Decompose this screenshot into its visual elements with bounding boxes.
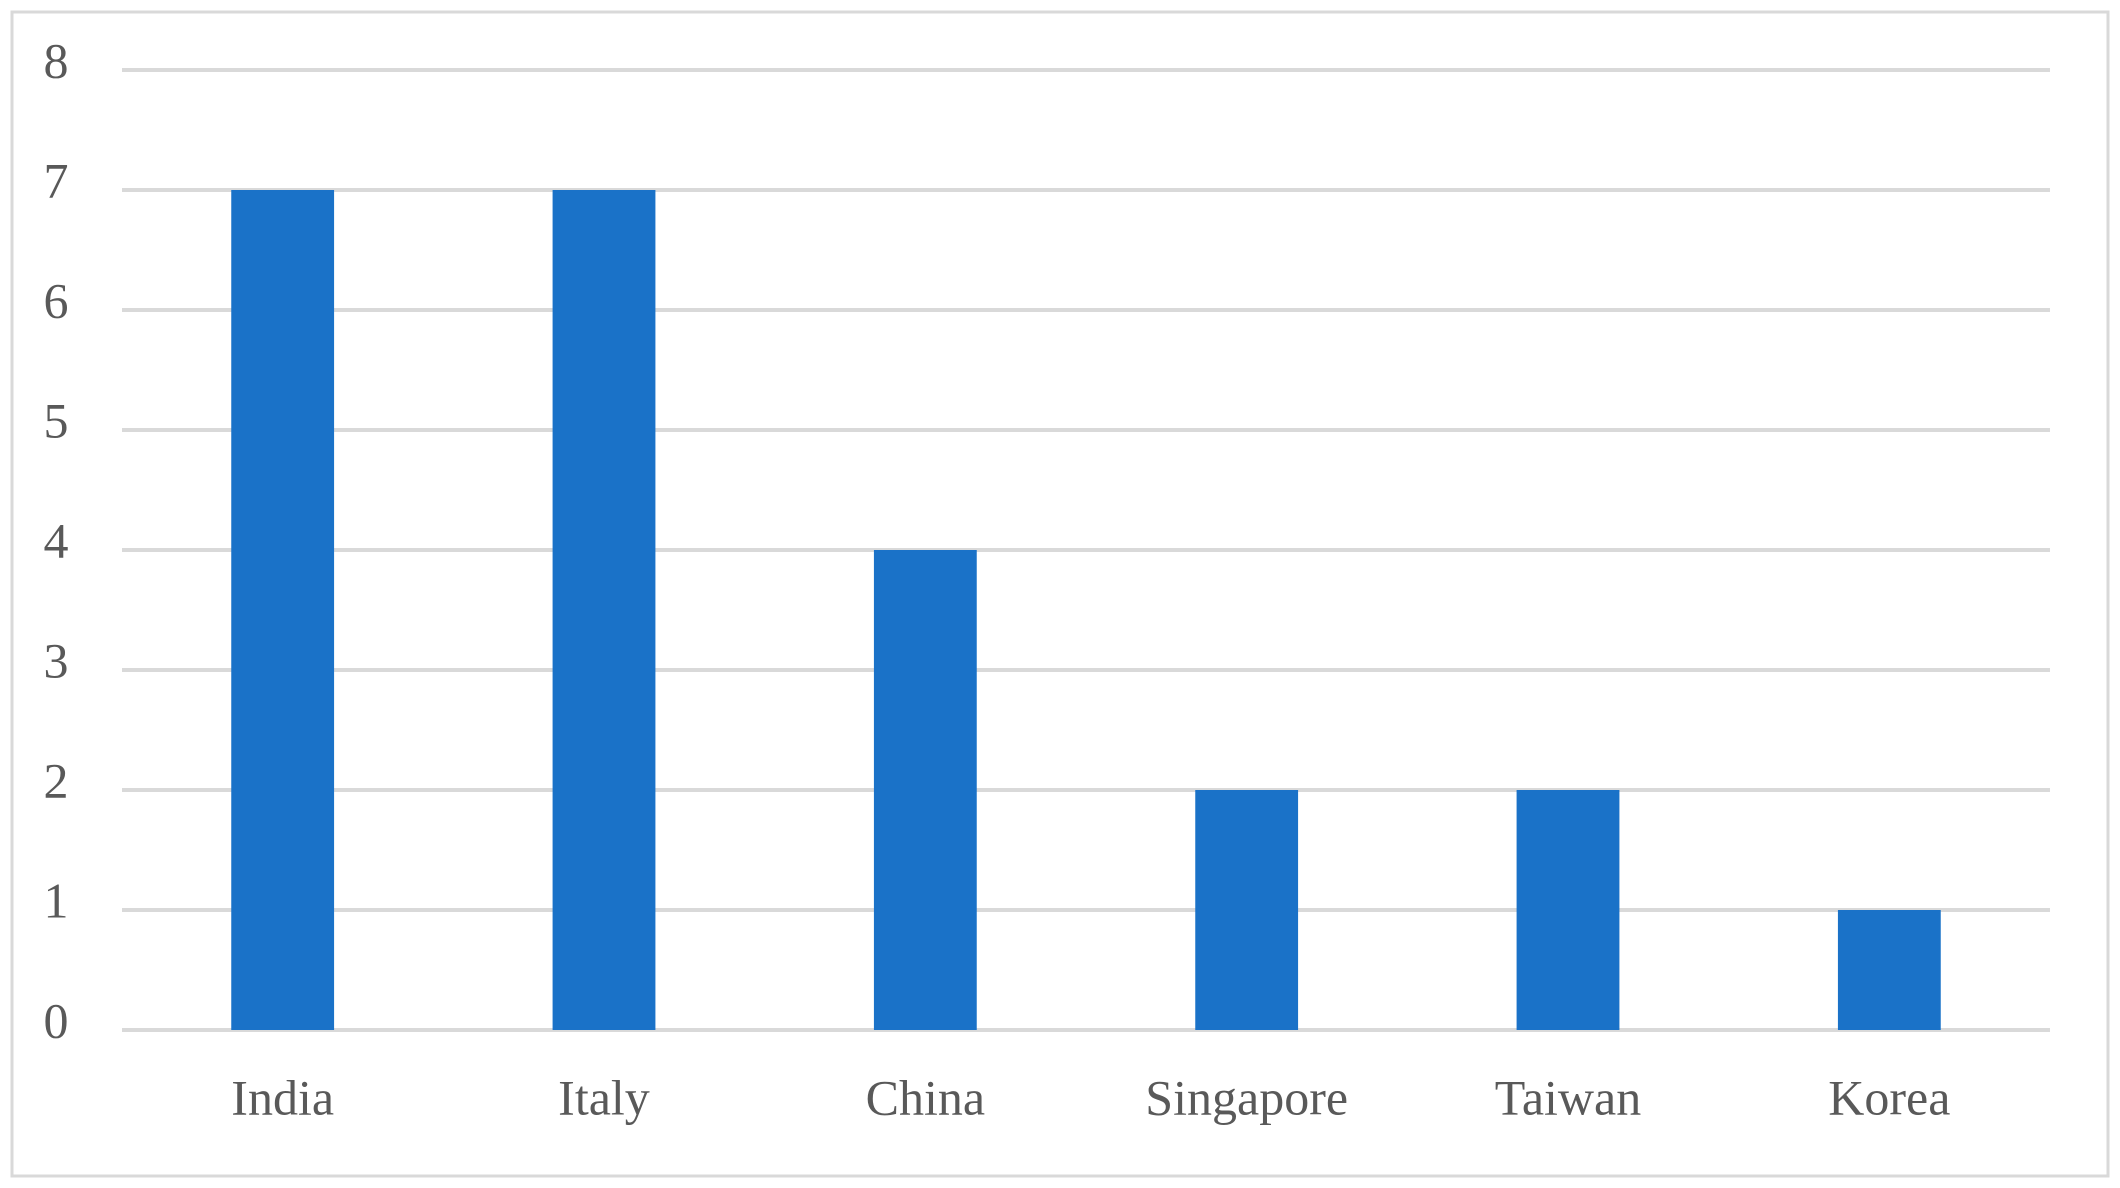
y-tick-label: 0 [44,992,69,1048]
y-tick-label: 3 [44,632,69,688]
x-tick-label: Italy [558,1069,650,1125]
y-tick-label: 5 [44,392,69,448]
x-tick-label: Taiwan [1495,1069,1641,1125]
y-tick-label: 2 [44,752,69,808]
bar [1195,790,1299,1030]
x-tick-label: China [866,1069,985,1125]
x-tick-label: India [231,1069,334,1125]
bar [231,190,335,1030]
y-tick-label: 1 [44,872,69,928]
bar [1837,910,1941,1030]
x-tick-label: Korea [1828,1069,1950,1125]
y-tick-label: 7 [44,152,69,208]
chart-border [10,10,2110,1178]
x-tick-label: Singapore [1145,1069,1348,1125]
bar [873,550,977,1030]
bar [1516,790,1620,1030]
y-tick-label: 4 [44,512,69,568]
y-tick-label: 8 [44,32,69,88]
y-tick-label: 6 [44,272,69,328]
bar [552,190,656,1030]
